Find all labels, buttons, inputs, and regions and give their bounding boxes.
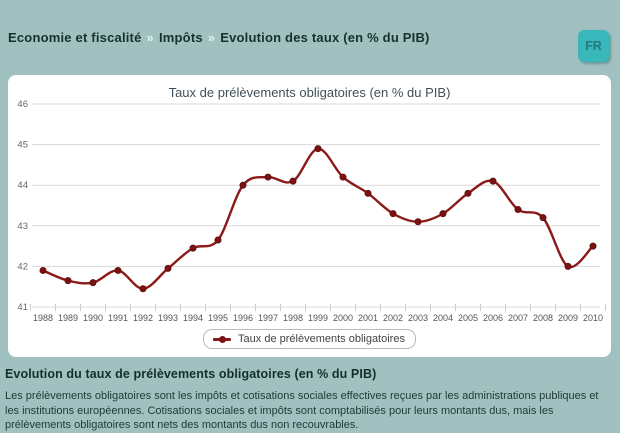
chart-point[interactable] xyxy=(489,177,497,185)
x-tick-label: 1997 xyxy=(258,313,278,323)
chart-point[interactable] xyxy=(364,189,372,197)
chart-point[interactable] xyxy=(514,206,522,214)
chart-point[interactable] xyxy=(289,177,297,185)
x-tick-label: 2008 xyxy=(533,313,553,323)
x-tick-label: 1994 xyxy=(183,313,203,323)
chart-title: Taux de prélèvements obligatoires (en % … xyxy=(168,85,451,100)
x-tick-label: 2005 xyxy=(458,313,478,323)
x-tick-label: 1996 xyxy=(233,313,253,323)
x-tick-label: 2000 xyxy=(333,313,353,323)
top-bar: Economie et fiscalité » Impôts » Evolution d… xyxy=(0,0,620,75)
x-tick-label: 1998 xyxy=(283,313,303,323)
chart-line xyxy=(42,147,594,290)
x-tick-label: 1993 xyxy=(158,313,178,323)
chart-point[interactable] xyxy=(339,173,347,181)
chart-point[interactable] xyxy=(439,210,447,218)
chart-point[interactable] xyxy=(564,262,572,270)
chart-point[interactable] xyxy=(114,266,122,274)
y-tick-label: 42 xyxy=(17,261,28,272)
chart-point[interactable] xyxy=(164,264,172,272)
breadcrumb-separator: » xyxy=(146,30,154,45)
x-tick-label: 2009 xyxy=(558,313,578,323)
x-tick-label: 1989 xyxy=(58,313,78,323)
chart-point[interactable] xyxy=(64,277,72,285)
chart-point[interactable] xyxy=(239,181,247,189)
breadcrumb-item[interactable]: Economie et fiscalité xyxy=(8,30,142,45)
chart-panel: Taux de prélèvements obligatoires (en % … xyxy=(8,75,611,357)
line-chart: 41 42 43 44 45 46 1988 1989 1990 1991 1992 1993 1994… xyxy=(17,100,606,323)
chart-point[interactable] xyxy=(39,266,47,274)
legend-label: Taux de prélèvements obligatoires xyxy=(238,333,405,345)
breadcrumb-item: Evolution des taux (en % du PIB) xyxy=(220,30,430,45)
legend-row: Taux de prélèvements obligatoires xyxy=(8,329,611,349)
breadcrumb-item[interactable]: Impôts xyxy=(158,30,203,45)
chart-point[interactable] xyxy=(589,242,597,250)
chart-point[interactable] xyxy=(539,214,547,222)
x-tick-label: 2003 xyxy=(408,313,428,323)
x-tick-label: 1988 xyxy=(33,313,53,323)
chart-point[interactable] xyxy=(264,173,272,181)
chart-point[interactable] xyxy=(314,145,322,153)
legend-line-marker-icon xyxy=(213,335,232,343)
x-tick-label: 1999 xyxy=(308,313,328,323)
chart-point[interactable] xyxy=(89,279,97,287)
x-tick-label: 2004 xyxy=(433,313,453,323)
x-tick-label: 1995 xyxy=(208,313,228,323)
chart-point[interactable] xyxy=(214,236,222,244)
y-tick-label: 45 xyxy=(17,140,28,151)
x-tick-label: 2010 xyxy=(583,313,603,323)
y-tick-label: 43 xyxy=(17,221,28,232)
x-tick-label: 1991 xyxy=(108,313,128,323)
x-tick-label: 2001 xyxy=(358,313,378,323)
chart-point[interactable] xyxy=(414,218,422,226)
chart-point[interactable] xyxy=(464,189,472,197)
y-tick-label: 44 xyxy=(17,180,28,191)
footer-heading: Evolution du taux de prélèvements obliga… xyxy=(5,367,377,381)
x-tick-label: 2002 xyxy=(383,313,403,323)
breadcrumb: Economie et fiscalité » Impôts » Evolution d… xyxy=(8,30,430,45)
y-tick-label: 46 xyxy=(17,100,28,110)
chart-point[interactable] xyxy=(139,285,147,293)
chart-legend[interactable]: Taux de prélèvements obligatoires xyxy=(203,329,416,349)
breadcrumb-separator: » xyxy=(207,30,216,45)
x-tick-label: 2006 xyxy=(483,313,503,323)
chart-point[interactable] xyxy=(389,210,397,218)
language-button[interactable]: FR xyxy=(578,30,609,62)
x-tick-label: 1990 xyxy=(83,313,103,323)
x-tick-label: 1992 xyxy=(133,313,153,323)
x-tick-label: 2007 xyxy=(508,313,528,323)
y-tick-label: 41 xyxy=(17,302,28,313)
chart-point[interactable] xyxy=(189,244,197,252)
